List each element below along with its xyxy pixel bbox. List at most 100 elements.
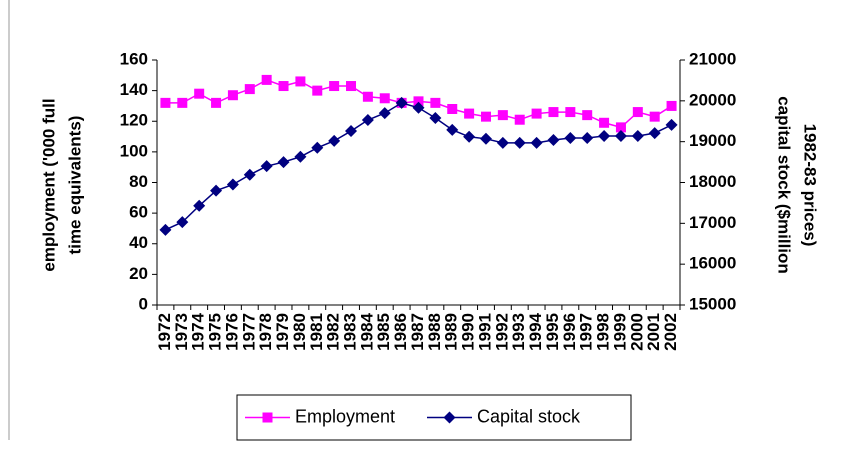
x-tick-label: 1985	[374, 313, 393, 351]
point	[278, 81, 289, 92]
point	[614, 129, 627, 142]
point	[479, 132, 492, 145]
point	[361, 114, 374, 127]
x-tick-label: 1983	[341, 313, 360, 351]
y2-tick-label: 17000	[689, 213, 736, 232]
y2-tick-label: 19000	[689, 131, 736, 150]
point	[631, 129, 644, 142]
point	[379, 93, 390, 104]
point	[429, 111, 442, 124]
y-tick-label: 160	[120, 49, 148, 68]
y2-tick-label: 21000	[689, 49, 736, 68]
point	[648, 127, 661, 140]
y-tick-label: 120	[120, 111, 148, 130]
x-tick-label: 2002	[661, 313, 680, 351]
x-tick-label: 1978	[256, 313, 275, 351]
point	[227, 90, 238, 101]
point	[565, 107, 576, 118]
series-line	[165, 102, 672, 231]
legend-label: Capital stock	[477, 406, 581, 426]
point	[345, 125, 358, 138]
x-tick-label: 1979	[273, 313, 292, 351]
x-tick-label: 1984	[357, 312, 376, 350]
point	[564, 131, 577, 144]
x-tick-label: 1980	[290, 313, 309, 351]
x-tick-label: 1986	[391, 313, 410, 351]
point	[632, 107, 643, 118]
point	[226, 178, 239, 191]
x-tick-label: 1987	[408, 313, 427, 351]
point	[378, 107, 391, 120]
y2-axis-label: 1982-83 prices)	[801, 124, 820, 247]
point	[329, 81, 340, 92]
point	[582, 110, 593, 121]
legend-marker	[262, 412, 273, 423]
point	[649, 111, 660, 122]
y-axis-label: time equivalents)	[65, 116, 84, 255]
x-tick-label: 1990	[459, 313, 478, 351]
y-tick-label: 100	[120, 141, 148, 160]
point	[531, 108, 542, 119]
point	[395, 96, 408, 109]
point	[277, 156, 290, 169]
y2-tick-label: 15000	[689, 294, 736, 313]
point	[496, 136, 509, 149]
point	[346, 81, 357, 92]
x-tick-label: 1973	[172, 313, 191, 351]
point	[547, 134, 560, 147]
point	[514, 114, 525, 125]
point	[211, 97, 222, 108]
point	[261, 74, 272, 85]
point	[210, 184, 223, 197]
y-tick-label: 140	[120, 80, 148, 99]
x-tick-label: 1976	[222, 313, 241, 351]
point	[446, 123, 459, 136]
x-tick-label: 1998	[594, 313, 613, 351]
point	[243, 168, 256, 181]
y-axis-label: employment ('000 full	[39, 98, 58, 271]
point	[194, 88, 205, 99]
point	[413, 96, 424, 107]
x-tick-label: 1974	[189, 312, 208, 350]
legend-label: Employment	[295, 406, 395, 426]
point	[497, 110, 508, 121]
point	[193, 199, 206, 212]
point	[244, 84, 255, 95]
point	[260, 160, 273, 173]
point	[599, 117, 610, 128]
x-tick-label: 1992	[492, 313, 511, 351]
point	[160, 97, 171, 108]
point	[530, 136, 543, 149]
point	[665, 118, 678, 131]
point	[480, 111, 491, 122]
x-tick-label: 1989	[442, 313, 461, 351]
x-tick-label: 1982	[324, 313, 343, 351]
x-tick-label: 1972	[155, 313, 174, 351]
y-tick-label: 40	[129, 233, 148, 252]
point	[159, 223, 172, 236]
point	[176, 216, 189, 229]
point	[294, 150, 307, 163]
legend-marker	[443, 411, 456, 424]
x-tick-label: 1981	[307, 313, 326, 351]
y-tick-label: 60	[129, 203, 148, 222]
point	[430, 97, 441, 108]
point	[666, 100, 677, 111]
point	[615, 122, 626, 133]
point	[581, 131, 594, 144]
point	[598, 129, 611, 142]
point	[177, 97, 188, 108]
y2-axis-label: capital stock ($million	[775, 96, 794, 274]
point	[311, 141, 324, 154]
y2-tick-label: 20000	[689, 90, 736, 109]
y2-tick-label: 18000	[689, 172, 736, 191]
point	[295, 76, 306, 87]
point	[548, 107, 559, 118]
point	[464, 108, 475, 119]
point	[513, 136, 526, 149]
y-tick-label: 80	[129, 172, 148, 191]
x-tick-label: 1995	[543, 313, 562, 351]
point	[412, 101, 425, 114]
x-tick-label: 1993	[509, 313, 528, 351]
